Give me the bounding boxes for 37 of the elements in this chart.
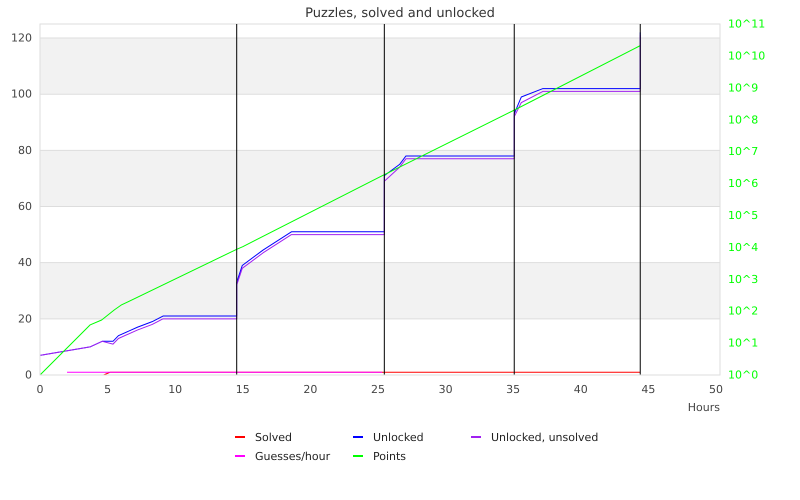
- x-tick-label: 30: [438, 382, 453, 396]
- x-tick-label: 45: [641, 382, 656, 396]
- legend-label: Solved: [255, 431, 292, 444]
- y2-tick-label: 10^3: [728, 272, 758, 286]
- y-tick-label: 60: [18, 200, 32, 214]
- y2-tick-label: 10^11: [728, 18, 766, 31]
- y-tick-label: 120: [11, 32, 32, 45]
- x-tick-label: 35: [506, 382, 520, 396]
- y-tick-label: 40: [18, 256, 32, 270]
- y-tick-label: 0: [25, 368, 32, 382]
- chart-title: Puzzles, solved and unlocked: [305, 6, 495, 21]
- y2-tick-label: 10^0: [728, 368, 758, 382]
- x-tick-label: 15: [236, 382, 250, 396]
- y-tick-label: 80: [18, 144, 32, 157]
- y-tick-label: 20: [18, 312, 32, 326]
- legend-label: Guesses/hour: [255, 450, 331, 463]
- x-tick-label: 25: [370, 382, 385, 396]
- x-axis-title: Hours: [688, 401, 720, 414]
- legend-label: Unlocked: [373, 431, 424, 444]
- legend-label: Points: [373, 450, 406, 463]
- x-tick-label: 40: [574, 382, 588, 396]
- y2-tick-label: 10^8: [728, 113, 758, 126]
- y2-tick-label: 10^10: [728, 49, 766, 62]
- x-tick-label: 10: [168, 382, 182, 396]
- y2-tick-label: 10^4: [728, 240, 758, 254]
- y2-tick-label: 10^7: [728, 145, 758, 158]
- x-tick-label: 5: [104, 382, 112, 396]
- y2-tick-label: 10^9: [728, 81, 758, 94]
- legend-label: Unlocked, unsolved: [491, 431, 598, 444]
- x-tick-label: 0: [36, 382, 44, 396]
- x-tick-label: 50: [708, 382, 723, 396]
- y-tick-label: 100: [11, 88, 32, 101]
- y2-tick-label: 10^1: [728, 336, 758, 350]
- y2-tick-label: 10^6: [728, 177, 758, 190]
- x-tick-label: 20: [303, 382, 318, 396]
- y2-tick-label: 10^2: [728, 304, 758, 318]
- y2-tick-label: 10^5: [728, 208, 758, 222]
